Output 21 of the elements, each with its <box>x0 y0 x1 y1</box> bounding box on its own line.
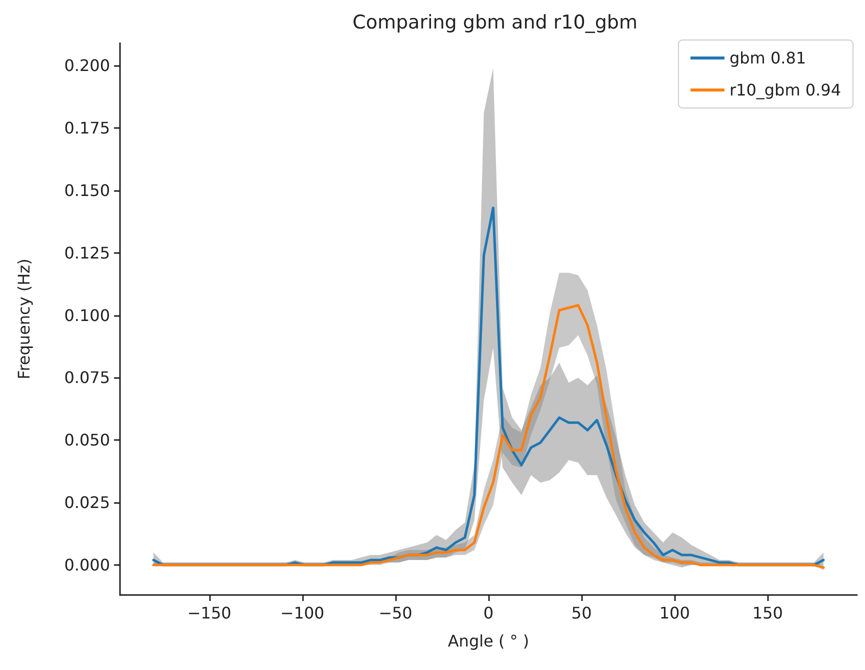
legend-label: gbm 0.81 <box>729 48 806 68</box>
y-tick-label: 0.075 <box>64 368 110 388</box>
x-tick-label: 100 <box>659 604 690 622</box>
x-tick-label: 50 <box>571 604 592 622</box>
y-tick-label: 0.125 <box>64 243 110 262</box>
y-tick-label: 0.025 <box>64 493 110 512</box>
y-tick-label: 0.150 <box>64 180 110 200</box>
x-axis-title: Angle ( ° ) <box>448 632 530 650</box>
x-tick-label: −100 <box>280 604 324 622</box>
legend-label: r10_gbm 0.94 <box>729 80 841 100</box>
x-tick-label: −150 <box>187 604 232 622</box>
y-tick-label: 0.000 <box>64 556 110 575</box>
y-tick-label: 0.175 <box>64 118 110 138</box>
y-tick-label: 0.050 <box>64 430 110 450</box>
x-tick-label: −50 <box>378 604 412 622</box>
x-tick-label: 150 <box>752 604 783 622</box>
chart-title: Comparing gbm and r10_gbm <box>352 12 638 34</box>
y-tick-label: 0.100 <box>64 306 110 325</box>
y-tick-label: 0.200 <box>64 56 110 75</box>
x-tick-label: 0 <box>483 604 494 622</box>
y-axis-title: Frequency (Hz) <box>14 258 34 380</box>
